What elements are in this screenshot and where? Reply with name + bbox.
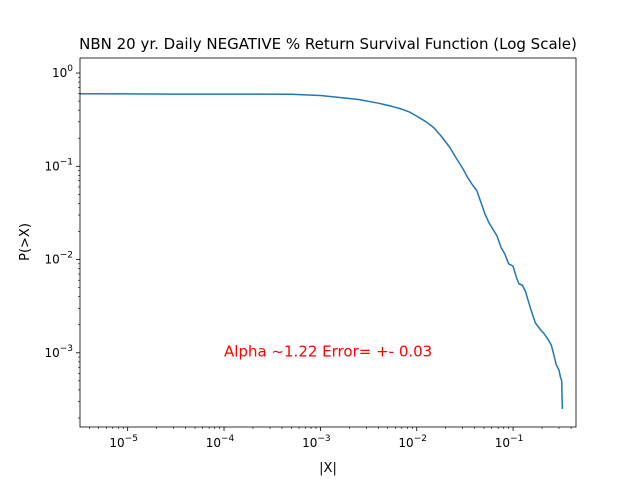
x-tick-label: 10−4 — [206, 434, 235, 450]
y-tick-label: 100 — [52, 64, 73, 80]
plot-area: 10−5 10−4 10−3 10−2 10−1 10−3 10−2 10−1 100 Alpha… — [44, 57, 577, 450]
survival-curve-line — [79, 92, 564, 409]
y-tick-label: 10−2 — [44, 251, 73, 267]
y-axis-label: P(>X) — [18, 223, 33, 261]
y-tick-label: 10−1 — [44, 157, 73, 173]
x-tick-label: 10−2 — [398, 434, 427, 450]
x-tick-label: 10−1 — [495, 434, 524, 450]
x-tick-label: 10−5 — [109, 434, 138, 450]
x-tick-label: 10−3 — [302, 434, 331, 450]
y-tick-label: 10−3 — [44, 344, 73, 360]
alpha-annotation: Alpha ~1.22 Error= +- 0.03 — [224, 343, 432, 361]
axes-frame — [79, 57, 577, 428]
x-axis-label: |X| — [319, 461, 337, 476]
chart-title: NBN 20 yr. Daily NEGATIVE % Return Survi… — [79, 35, 577, 53]
